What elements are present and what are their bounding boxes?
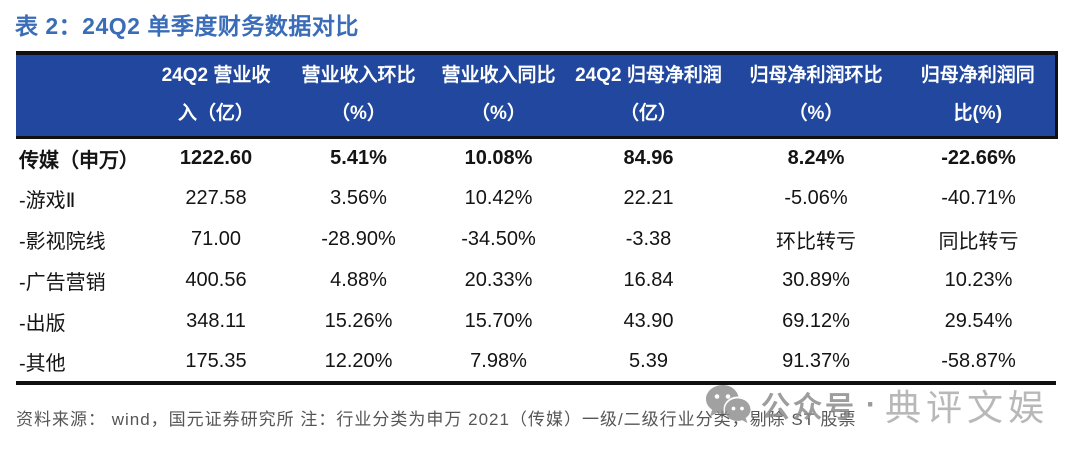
table-row-film-cinema: -影视院线 71.00 -28.90% -34.50% -3.38 环比转亏 同… — [16, 219, 1056, 260]
cell-netprofit-yoy: -40.71% — [941, 187, 1016, 209]
cell-revenue-qoq: 5.41% — [330, 146, 387, 169]
table-row-games: -游戏Ⅱ 227.58 3.56% 10.42% 22.21 -5.06% -4… — [16, 178, 1056, 219]
cell-netprofit-qoq: 环比转亏 — [776, 231, 856, 253]
cell-revenue-yoy: 7.98% — [431, 342, 566, 385]
row-label: -游戏Ⅱ — [19, 190, 76, 212]
cell-revenue-yoy: 10.08% — [464, 146, 533, 169]
row-label: -出版 — [19, 313, 66, 335]
cell-netprofit-yoy: 同比转亏 — [938, 231, 1019, 253]
row-label: -其他 — [16, 342, 146, 385]
cell-netprofit-yoy: 10.23% — [944, 269, 1013, 291]
cell-revenue-qoq: 4.88% — [330, 269, 387, 291]
cell-revenue: 227.58 — [185, 187, 247, 209]
table-row-others: -其他 175.35 12.20% 7.98% 5.39 91.37% -58.… — [16, 342, 1056, 385]
cell-revenue-qoq: 3.56% — [330, 187, 387, 209]
cell-netprofit: 84.96 — [623, 146, 674, 169]
cell-revenue: 400.56 — [185, 269, 247, 291]
cell-revenue-qoq: -28.90% — [321, 228, 396, 250]
financial-table: 24Q2 营业收 入（亿） 营业收入环比 （%） 营业收入同比 （%） 24Q2 归母… — [16, 51, 1058, 385]
cell-revenue-yoy: 10.42% — [464, 187, 533, 209]
cell-revenue: 1222.60 — [179, 146, 253, 169]
header-row: 24Q2 营业收 入（亿） 营业收入环比 （%） 营业收入同比 （%） 24Q2 归母… — [16, 51, 1058, 139]
cell-revenue: 348.11 — [186, 310, 246, 332]
watermark-separator: · — [866, 388, 877, 421]
cell-netprofit-yoy: -58.87% — [901, 342, 1056, 385]
table-title: 表 2：24Q2 单季度财务数据对比 — [15, 13, 359, 39]
cell-netprofit-qoq: 91.37% — [731, 342, 901, 385]
cell-revenue-qoq: 15.26% — [324, 310, 393, 332]
row-label: -广告营销 — [19, 272, 106, 294]
table-row-publishing: -出版 348.11 15.26% 15.70% 43.90 69.12% 29… — [16, 301, 1056, 342]
cell-netprofit-qoq: 8.24% — [787, 146, 845, 169]
cell-netprofit-qoq: 30.89% — [782, 269, 850, 291]
cell-revenue-yoy: -34.50% — [461, 228, 536, 250]
cell-revenue-qoq: 12.20% — [286, 342, 431, 385]
watermark-account-name: 典评文娱 — [885, 387, 1050, 428]
cell-netprofit-yoy: 29.54% — [944, 310, 1013, 332]
row-label: 传媒（申万） — [19, 149, 139, 172]
cell-revenue: 175.35 — [146, 342, 286, 385]
table-row-media-total: 传媒（申万） 1222.60 5.41% 10.08% 84.96 8.24% … — [16, 137, 1056, 178]
header-cell-netprofit-yoy: 归母净利润同 比(%) — [901, 51, 1058, 139]
cell-netprofit: -3.38 — [625, 228, 672, 250]
header-cell-revenue-qoq: 营业收入环比 （%） — [286, 51, 431, 139]
cell-netprofit: 43.90 — [623, 310, 674, 332]
cell-netprofit-qoq: -5.06% — [784, 187, 848, 209]
cell-revenue-yoy: 20.33% — [464, 269, 533, 291]
header-cell-revenue-yoy: 营业收入同比 （%） — [431, 51, 566, 139]
header-cell-blank — [16, 51, 146, 139]
cell-netprofit: 16.84 — [623, 269, 674, 291]
row-label: -影视院线 — [19, 231, 106, 253]
header-cell-netprofit-qoq: 归母净利润环比 （%） — [731, 51, 901, 139]
cell-netprofit: 22.21 — [623, 187, 674, 209]
table-row-advertising: -广告营销 400.56 4.88% 20.33% 16.84 30.89% 1… — [16, 260, 1056, 301]
header-cell-netprofit: 24Q2 归母净利润 （亿） — [566, 51, 731, 139]
cell-netprofit-qoq: 69.12% — [782, 310, 850, 332]
source-note: 资料来源： wind，国元证券研究所 注：行业分类为申万 2021（传媒）一级/… — [16, 410, 857, 429]
cell-netprofit-yoy: -22.66% — [941, 146, 1016, 169]
cell-revenue-yoy: 15.70% — [464, 310, 533, 332]
cell-revenue: 71.00 — [190, 228, 242, 250]
cell-netprofit: 5.39 — [566, 342, 731, 385]
header-cell-revenue: 24Q2 营业收 入（亿） — [146, 51, 286, 139]
